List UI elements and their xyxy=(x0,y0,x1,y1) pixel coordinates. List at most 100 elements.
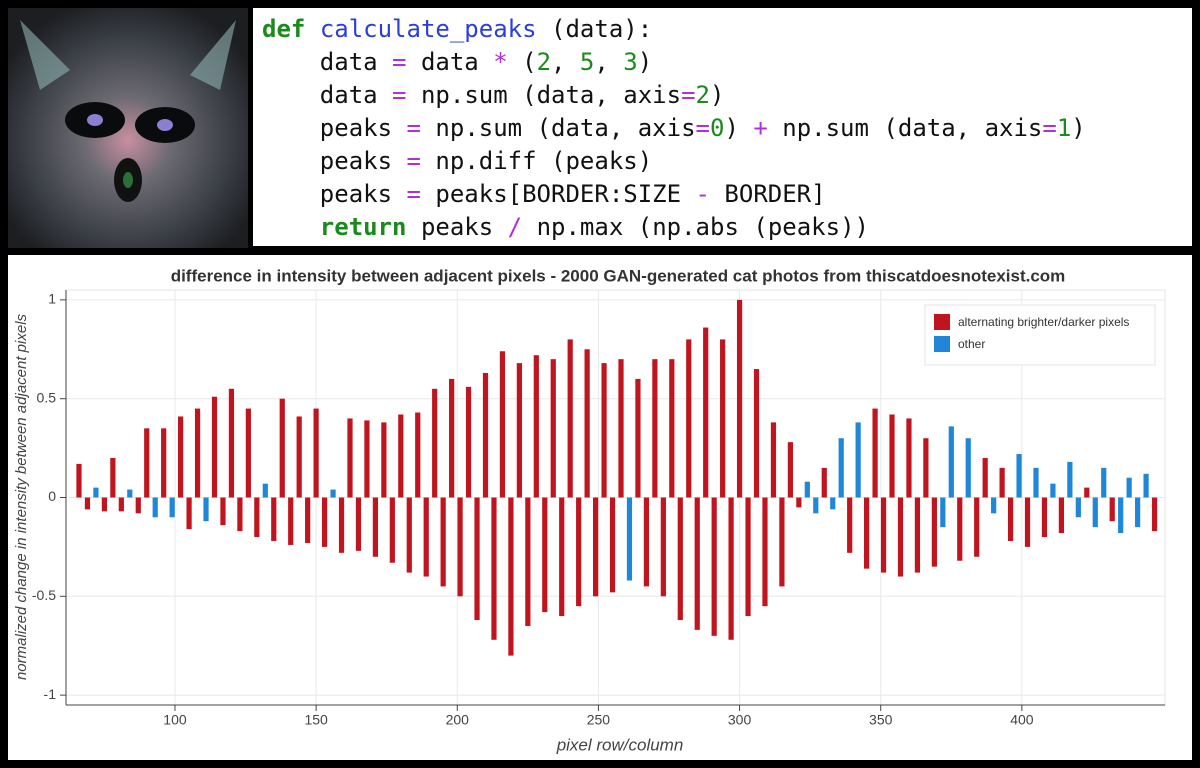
bar xyxy=(728,497,734,640)
legend-label: other xyxy=(958,337,985,351)
bar xyxy=(592,497,599,597)
bar xyxy=(76,463,82,498)
bar xyxy=(101,497,107,512)
code-line: peaks = np.diff (peaks) xyxy=(262,147,652,175)
bar xyxy=(440,497,446,587)
bar xyxy=(864,497,870,569)
bar xyxy=(567,339,573,498)
bar xyxy=(305,497,311,543)
bar xyxy=(694,497,700,630)
x-axis-label: pixel row/column xyxy=(556,735,684,754)
bar xyxy=(584,349,590,498)
bar xyxy=(720,339,726,498)
bar xyxy=(813,497,819,514)
bar xyxy=(1041,497,1048,538)
bar xyxy=(957,497,963,561)
bar xyxy=(127,489,133,498)
bar xyxy=(618,359,624,498)
bar xyxy=(347,418,353,498)
bar xyxy=(601,363,607,498)
bar xyxy=(847,497,853,553)
bar xyxy=(609,497,616,593)
bar xyxy=(753,369,760,498)
bar xyxy=(711,497,717,636)
bar xyxy=(262,483,268,498)
code-block: def calculate_peaks (data): data = data … xyxy=(262,15,1086,241)
bar xyxy=(194,408,201,498)
code-line: peaks = peaks[BORDER:SIZE - BORDER] xyxy=(262,180,826,208)
bar xyxy=(669,359,675,498)
bar xyxy=(1092,497,1098,528)
bar xyxy=(1143,473,1149,498)
x-tick-label: 350 xyxy=(869,712,893,728)
y-tick-label: 1 xyxy=(48,291,56,307)
code-panel xyxy=(253,8,1192,246)
bar xyxy=(550,359,556,498)
bar xyxy=(643,497,650,587)
bar xyxy=(144,428,150,498)
x-tick-label: 250 xyxy=(587,712,611,728)
bar xyxy=(931,497,937,567)
bar xyxy=(855,422,861,498)
bar xyxy=(279,398,285,498)
bar xyxy=(499,351,506,498)
bar xyxy=(245,408,251,498)
bar xyxy=(703,327,709,498)
bar xyxy=(178,416,184,498)
bar xyxy=(313,408,319,498)
bar xyxy=(364,420,370,498)
code-line: data = np.sum (data, axis=2) xyxy=(262,81,724,109)
bar xyxy=(465,386,472,498)
bar xyxy=(135,497,141,514)
bar xyxy=(406,497,412,573)
bar xyxy=(423,497,429,577)
bar xyxy=(152,497,158,518)
bar xyxy=(906,418,912,498)
bar xyxy=(660,497,666,597)
bar xyxy=(110,457,116,498)
bar xyxy=(398,414,404,498)
bar xyxy=(372,497,379,557)
bar xyxy=(533,355,539,498)
x-tick-label: 200 xyxy=(446,712,470,728)
bar xyxy=(296,416,302,498)
bar xyxy=(288,497,294,545)
legend-swatch xyxy=(934,336,950,352)
bar xyxy=(516,363,522,498)
bar xyxy=(923,438,929,498)
legend-swatch xyxy=(934,314,950,330)
bar xyxy=(1058,497,1064,534)
bar xyxy=(635,378,641,498)
y-tick-label: -1 xyxy=(44,686,57,702)
bar xyxy=(1101,467,1107,498)
bar xyxy=(525,497,531,626)
legend-box xyxy=(924,304,1156,366)
bar xyxy=(237,497,243,532)
bar xyxy=(1135,497,1141,528)
bar xyxy=(940,497,946,528)
bar xyxy=(1084,487,1090,498)
bar xyxy=(652,359,658,498)
x-tick-label: 300 xyxy=(728,712,752,728)
bar xyxy=(1050,483,1056,498)
bar xyxy=(1126,477,1132,498)
bar xyxy=(203,497,209,522)
bar xyxy=(491,497,497,640)
bar xyxy=(736,299,743,498)
bar xyxy=(389,497,395,563)
bar xyxy=(576,497,582,607)
bar xyxy=(321,497,328,547)
bar xyxy=(271,497,277,541)
bar xyxy=(745,497,751,617)
bar xyxy=(338,497,345,553)
bar xyxy=(770,422,777,498)
bar xyxy=(804,481,810,498)
bar xyxy=(1109,497,1115,522)
bar xyxy=(982,457,988,498)
chart-title: difference in intensity between adjacent… xyxy=(171,266,1066,285)
y-axis-label: normalized change in intensity between a… xyxy=(13,313,30,680)
bar xyxy=(914,497,921,573)
bar xyxy=(186,497,192,530)
bar xyxy=(889,414,895,498)
bar xyxy=(830,497,836,510)
